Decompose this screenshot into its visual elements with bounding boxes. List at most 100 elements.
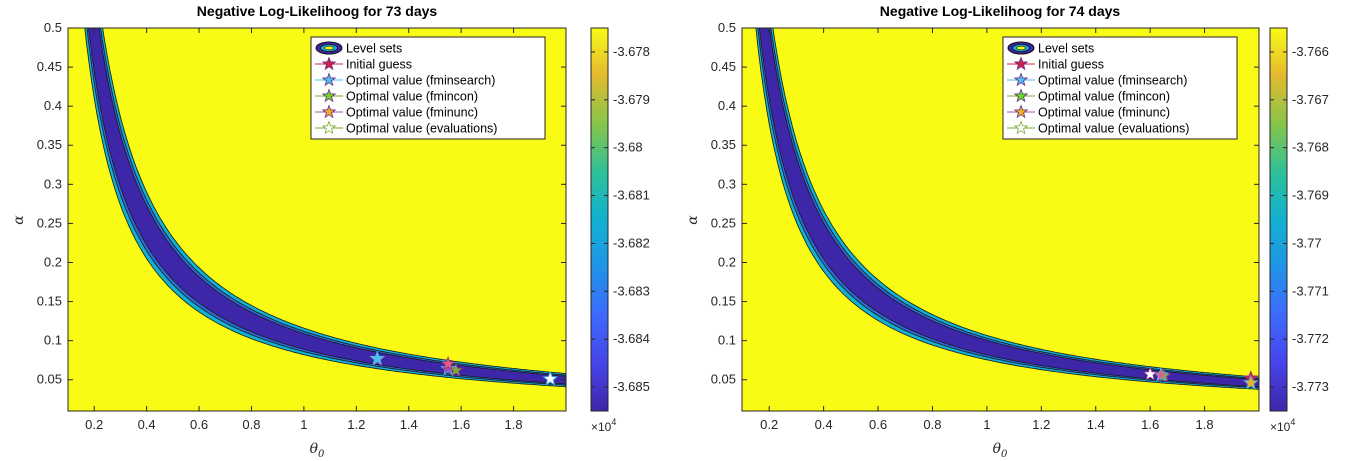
y-tick-label: 0.5 (718, 20, 736, 35)
legend-entry: Optimal value (evaluations) (346, 122, 497, 136)
colorbar-tick-label: -3.767 (1292, 92, 1329, 107)
colorbar-tick-label: -3.684 (613, 331, 650, 346)
legend-star-icon (321, 72, 337, 87)
y-tick-label: 0.05 (711, 372, 736, 387)
y-tick-label: 0.35 (711, 137, 736, 152)
y-tick-label: 0.2 (718, 254, 736, 269)
legend-entry: Optimal value (fminunc) (1038, 106, 1170, 120)
y-tick-label: 0.45 (711, 59, 736, 74)
y-tick-label: 0.1 (44, 333, 62, 348)
x-tick-label: 1.4 (400, 417, 418, 432)
colorbar-tick-label: -3.769 (1292, 188, 1329, 203)
y-tick-label: 0.3 (44, 176, 62, 191)
chart-title: Negative Log-Likelihoog for 74 days (880, 3, 1121, 19)
optimum-marker (1142, 366, 1158, 381)
x-tick-label: 1 (300, 417, 307, 432)
y-tick-label: 0.25 (711, 215, 736, 230)
colorbar-tick-label: -3.773 (1292, 379, 1329, 394)
y-tick-label: 0.45 (37, 59, 62, 74)
plot-frame (741, 27, 1260, 412)
optimum-marker (369, 350, 385, 366)
colorbar-multiplier: ×104 (1270, 417, 1295, 434)
y-tick-label: 0.3 (718, 176, 736, 191)
legend-entry: Initial guess (346, 58, 412, 72)
valley-band-inner (758, 28, 1259, 388)
colorbar-tick-label: -3.77 (1292, 235, 1322, 250)
legend-entry: Level sets (1038, 42, 1094, 56)
legend-entry: Optimal value (fminunc) (346, 106, 478, 120)
y-axis-label: α (685, 215, 701, 225)
x-tick-label: 0.2 (760, 417, 778, 432)
colorbar-gradient (1269, 27, 1288, 412)
x-tick-label: 0.6 (869, 417, 887, 432)
x-tick-label: 0.8 (242, 417, 260, 432)
y-tick-label: 0.4 (44, 98, 62, 113)
chart-panel-74-days: Negative Log-Likelihoog for 74 days 0.2 0… (685, 3, 1329, 460)
legend-star-icon (1013, 72, 1029, 87)
y-tick-label: 0.2 (44, 254, 62, 269)
legend-star-icon (321, 104, 337, 119)
colorbar-tick-label: -3.772 (1292, 331, 1329, 346)
legend-entry: Optimal value (fminsearch) (1038, 74, 1187, 88)
x-tick-label: 1 (983, 417, 990, 432)
optimum-markers (1142, 366, 1259, 390)
optimum-marker (440, 355, 456, 371)
x-tick-label: 1.8 (505, 417, 523, 432)
legend-star-icon (321, 120, 337, 135)
colorbar-tick-label: -3.679 (613, 92, 650, 107)
chart-title: Negative Log-Likelihoog for 73 days (197, 3, 438, 19)
y-axis-label: α (11, 215, 27, 225)
chart-panel-73-days: Negative Log-Likelihoog for 73 days 0.2 0… (11, 3, 650, 460)
x-tick-label: 0.4 (815, 417, 833, 432)
legend-level-sets-icon-core (1016, 45, 1026, 51)
colorbar-tick-label: -3.682 (613, 235, 650, 250)
colorbar-tick-label: -3.685 (613, 379, 650, 394)
legend-star-icon (321, 56, 337, 71)
optimum-marker (440, 360, 456, 376)
colorbar: -3.678 -3.679 -3.68 -3.681 -3.682 -3.683 -3.68… (590, 27, 650, 434)
colorbar-multiplier: ×104 (591, 417, 616, 434)
x-tick-label: 1.6 (1141, 417, 1159, 432)
optimum-markers (369, 350, 558, 386)
x-axis-label: θ0 (310, 441, 325, 460)
colorbar-tick-label: -3.766 (1292, 44, 1329, 59)
y-axis-ticks: 0.05 0.1 0.15 0.2 0.25 0.3 0.35 0.4 0.45 0.5 (37, 20, 566, 387)
y-tick-label: 0.05 (37, 372, 62, 387)
x-tick-label: 1.2 (1032, 417, 1050, 432)
y-tick-label: 0.5 (44, 20, 62, 35)
y-tick-label: 0.15 (711, 294, 736, 309)
y-axis-ticks: 0.05 0.1 0.15 0.2 0.25 0.3 0.35 0.4 0.45 0.5 (711, 20, 1259, 387)
legend-star-icon (321, 88, 337, 103)
y-tick-label: 0.35 (37, 137, 62, 152)
x-tick-label: 0.2 (85, 417, 103, 432)
legend-entry: Optimal value (fmincon) (1038, 90, 1170, 104)
y-tick-label: 0.1 (718, 333, 736, 348)
optimum-marker (1243, 374, 1259, 390)
legend-box (310, 36, 546, 140)
y-tick-label: 0.25 (37, 215, 62, 230)
x-tick-label: 1.6 (452, 417, 470, 432)
legend-entry: Optimal value (evaluations) (1038, 122, 1189, 136)
legend-entry: Initial guess (1038, 58, 1104, 72)
legend-star-icon (1013, 104, 1029, 119)
valley-band-inner (88, 28, 566, 385)
x-tick-label: 1.2 (347, 417, 365, 432)
colorbar-tick-label: -3.678 (613, 44, 650, 59)
legend-box (1002, 36, 1238, 140)
colorbar-tick-label: -3.681 (613, 188, 650, 203)
y-tick-label: 0.4 (718, 98, 736, 113)
x-tick-label: 0.6 (190, 417, 208, 432)
colorbar-tick-label: -3.768 (1292, 140, 1329, 155)
x-tick-label: 0.8 (923, 417, 941, 432)
optimum-marker (542, 370, 558, 386)
legend-entry: Optimal value (fmincon) (346, 90, 478, 104)
colorbar: -3.766 -3.767 -3.768 -3.769 -3.77 -3.771 -3.77… (1269, 27, 1329, 434)
legend-star-icon (1013, 56, 1029, 71)
x-tick-label: 1.4 (1087, 417, 1105, 432)
x-axis-label: θ0 (993, 441, 1008, 460)
plot-frame (67, 27, 567, 412)
legend-star-icon (1013, 120, 1029, 135)
colorbar-gradient (590, 27, 609, 412)
legend: Level sets Initial guess Optimal value (fm… (1002, 36, 1238, 140)
